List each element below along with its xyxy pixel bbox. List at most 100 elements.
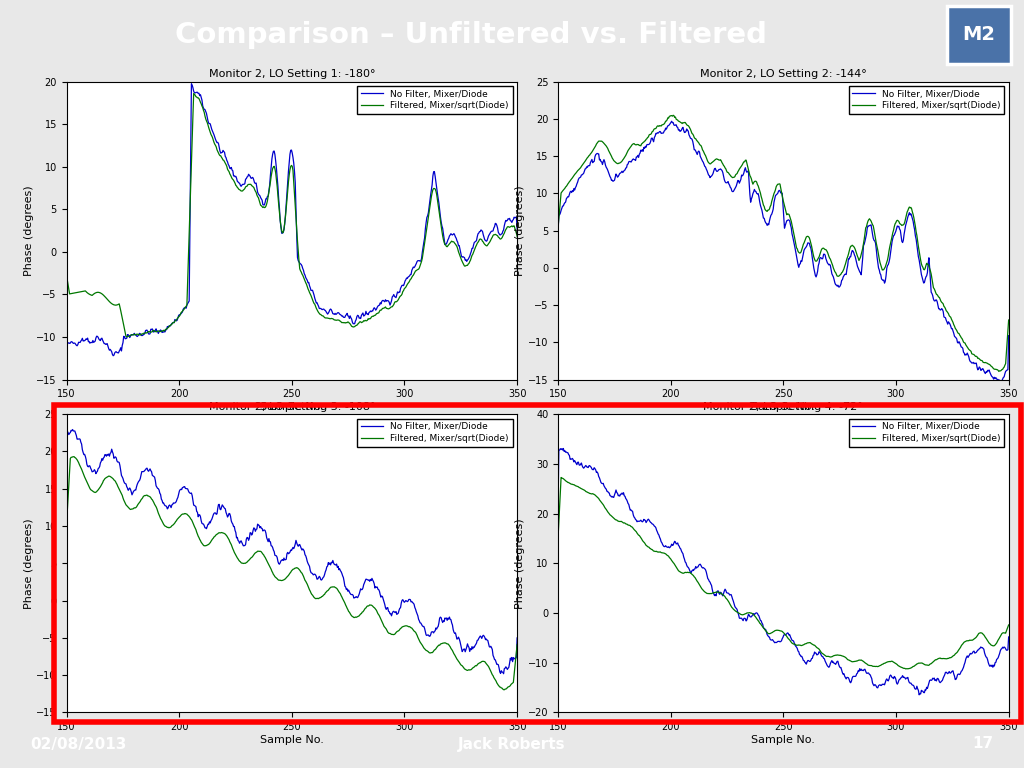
No Filter, Mixer/Diode [854, 267, 866, 276]
No Filter, Mixer/Diode [498, 669, 510, 678]
Filtered, Mixer/sqrt(Diode) [892, 661, 904, 670]
Filtered, Mixer/sqrt(Diode) [400, 621, 413, 631]
Filtered, Mixer/sqrt(Diode) [667, 111, 679, 120]
Filtered, Mixer/sqrt(Diode) [362, 314, 375, 323]
No Filter, Mixer/Diode [185, 79, 198, 88]
Filtered, Mixer/sqrt(Diode) [265, 564, 278, 574]
Filtered, Mixer/sqrt(Diode) [633, 531, 645, 540]
No Filter, Mixer/Diode [328, 310, 340, 319]
Filtered, Mixer/sqrt(Diode) [552, 223, 564, 232]
Filtered, Mixer/sqrt(Diode) [177, 509, 189, 518]
No Filter, Mixer/Diode [632, 151, 644, 160]
Line: No Filter, Mixer/Diode: No Filter, Mixer/Diode [558, 449, 1009, 695]
Filtered, Mixer/sqrt(Diode) [1002, 621, 1015, 630]
No Filter, Mixer/Diode [511, 634, 523, 643]
No Filter, Mixer/Diode [400, 597, 413, 606]
Filtered, Mixer/sqrt(Diode) [60, 519, 73, 528]
Legend: No Filter, Mixer/Diode, Filtered, Mixer/sqrt(Diode): No Filter, Mixer/Diode, Filtered, Mixer/… [357, 86, 513, 114]
X-axis label: Sample No.: Sample No. [260, 402, 324, 412]
Filtered, Mixer/sqrt(Diode) [818, 650, 830, 660]
No Filter, Mixer/Diode [141, 326, 154, 335]
Filtered, Mixer/sqrt(Diode) [60, 271, 73, 280]
No Filter, Mixer/Diode [892, 678, 904, 687]
Y-axis label: Phase (degrees): Phase (degrees) [515, 185, 525, 276]
No Filter, Mixer/Diode [557, 444, 569, 453]
Filtered, Mixer/sqrt(Diode) [141, 491, 154, 500]
Filtered, Mixer/sqrt(Diode) [854, 655, 866, 664]
Filtered, Mixer/sqrt(Diode) [327, 582, 339, 591]
Filtered, Mixer/sqrt(Diode) [818, 244, 830, 253]
X-axis label: Sample No.: Sample No. [260, 735, 324, 745]
Filtered, Mixer/sqrt(Diode) [892, 216, 904, 225]
Line: Filtered, Mixer/sqrt(Diode): Filtered, Mixer/sqrt(Diode) [558, 478, 1009, 669]
Filtered, Mixer/sqrt(Diode) [362, 601, 375, 611]
No Filter, Mixer/Diode [818, 654, 830, 664]
Y-axis label: Phase (degrees): Phase (degrees) [515, 518, 525, 608]
Legend: No Filter, Mixer/Diode, Filtered, Mixer/sqrt(Diode): No Filter, Mixer/Diode, Filtered, Mixer/… [849, 419, 1005, 447]
No Filter, Mixer/Diode [854, 664, 866, 674]
No Filter, Mixer/Diode [177, 483, 189, 492]
X-axis label: Sample No.: Sample No. [752, 735, 815, 745]
No Filter, Mixer/Diode [1002, 632, 1015, 641]
Filtered, Mixer/sqrt(Diode) [992, 367, 1005, 376]
No Filter, Mixer/Diode [1002, 331, 1015, 340]
No Filter, Mixer/Diode [633, 517, 645, 526]
Filtered, Mixer/sqrt(Diode) [854, 254, 866, 263]
Line: Filtered, Mixer/sqrt(Diode): Filtered, Mixer/sqrt(Diode) [67, 457, 517, 690]
No Filter, Mixer/Diode [265, 541, 278, 551]
Text: Comparison – Unfiltered vs. Filtered: Comparison – Unfiltered vs. Filtered [175, 21, 767, 49]
Filtered, Mixer/sqrt(Diode) [266, 167, 279, 177]
Filtered, Mixer/sqrt(Diode) [177, 306, 189, 315]
No Filter, Mixer/Diode [818, 250, 830, 259]
Title: Monitor 2, LO Setting 4: -72°: Monitor 2, LO Setting 4: -72° [703, 402, 863, 412]
Text: 02/08/2013: 02/08/2013 [31, 737, 127, 752]
Line: No Filter, Mixer/Diode: No Filter, Mixer/Diode [558, 121, 1009, 382]
Filtered, Mixer/sqrt(Diode) [669, 560, 681, 569]
Filtered, Mixer/sqrt(Diode) [68, 452, 80, 462]
Filtered, Mixer/sqrt(Diode) [669, 113, 681, 122]
No Filter, Mixer/Diode [552, 501, 564, 510]
No Filter, Mixer/Diode [141, 464, 154, 473]
Text: Jack Roberts: Jack Roberts [458, 737, 566, 752]
Filtered, Mixer/sqrt(Diode) [141, 328, 154, 337]
Filtered, Mixer/sqrt(Diode) [401, 280, 414, 289]
No Filter, Mixer/Diode [913, 690, 926, 700]
Filtered, Mixer/sqrt(Diode) [757, 197, 769, 207]
Filtered, Mixer/sqrt(Diode) [757, 622, 769, 631]
Title: Monitor 2, LO Setting 2: -144°: Monitor 2, LO Setting 2: -144° [700, 69, 866, 79]
No Filter, Mixer/Diode [177, 305, 189, 314]
No Filter, Mixer/Diode [892, 222, 904, 231]
X-axis label: Sample No.: Sample No. [752, 402, 815, 412]
No Filter, Mixer/Diode [666, 117, 678, 126]
Y-axis label: Phase (degrees): Phase (degrees) [24, 185, 34, 276]
No Filter, Mixer/Diode [511, 223, 523, 233]
Filtered, Mixer/sqrt(Diode) [121, 333, 133, 342]
Y-axis label: Phase (degrees): Phase (degrees) [24, 518, 34, 608]
Line: Filtered, Mixer/sqrt(Diode): Filtered, Mixer/sqrt(Diode) [558, 115, 1009, 372]
Line: No Filter, Mixer/Diode: No Filter, Mixer/Diode [67, 84, 517, 356]
Title: Monitor 2, LO Setting 3: -108°: Monitor 2, LO Setting 3: -108° [209, 402, 375, 412]
Filtered, Mixer/sqrt(Diode) [899, 664, 911, 674]
Text: M2: M2 [963, 25, 995, 45]
No Filter, Mixer/Diode [669, 121, 681, 130]
No Filter, Mixer/Diode [362, 575, 375, 584]
Title: Monitor 2, LO Setting 1: -180°: Monitor 2, LO Setting 1: -180° [209, 69, 375, 79]
Legend: No Filter, Mixer/Diode, Filtered, Mixer/sqrt(Diode): No Filter, Mixer/Diode, Filtered, Mixer/… [357, 419, 513, 447]
Filtered, Mixer/sqrt(Diode) [187, 89, 200, 98]
No Filter, Mixer/Diode [327, 556, 339, 565]
No Filter, Mixer/Diode [266, 154, 279, 164]
Filtered, Mixer/sqrt(Diode) [1002, 316, 1015, 325]
Filtered, Mixer/sqrt(Diode) [632, 140, 644, 149]
Line: No Filter, Mixer/Diode: No Filter, Mixer/Diode [67, 429, 517, 674]
Line: Filtered, Mixer/sqrt(Diode): Filtered, Mixer/sqrt(Diode) [67, 94, 517, 337]
No Filter, Mixer/Diode [401, 274, 414, 283]
No Filter, Mixer/Diode [60, 482, 73, 491]
No Filter, Mixer/Diode [108, 351, 120, 360]
No Filter, Mixer/Diode [60, 310, 73, 319]
No Filter, Mixer/Diode [757, 620, 769, 629]
No Filter, Mixer/Diode [669, 537, 681, 546]
No Filter, Mixer/Diode [362, 308, 375, 317]
FancyBboxPatch shape [947, 5, 1011, 65]
Filtered, Mixer/sqrt(Diode) [511, 232, 523, 241]
No Filter, Mixer/Diode [67, 425, 79, 434]
